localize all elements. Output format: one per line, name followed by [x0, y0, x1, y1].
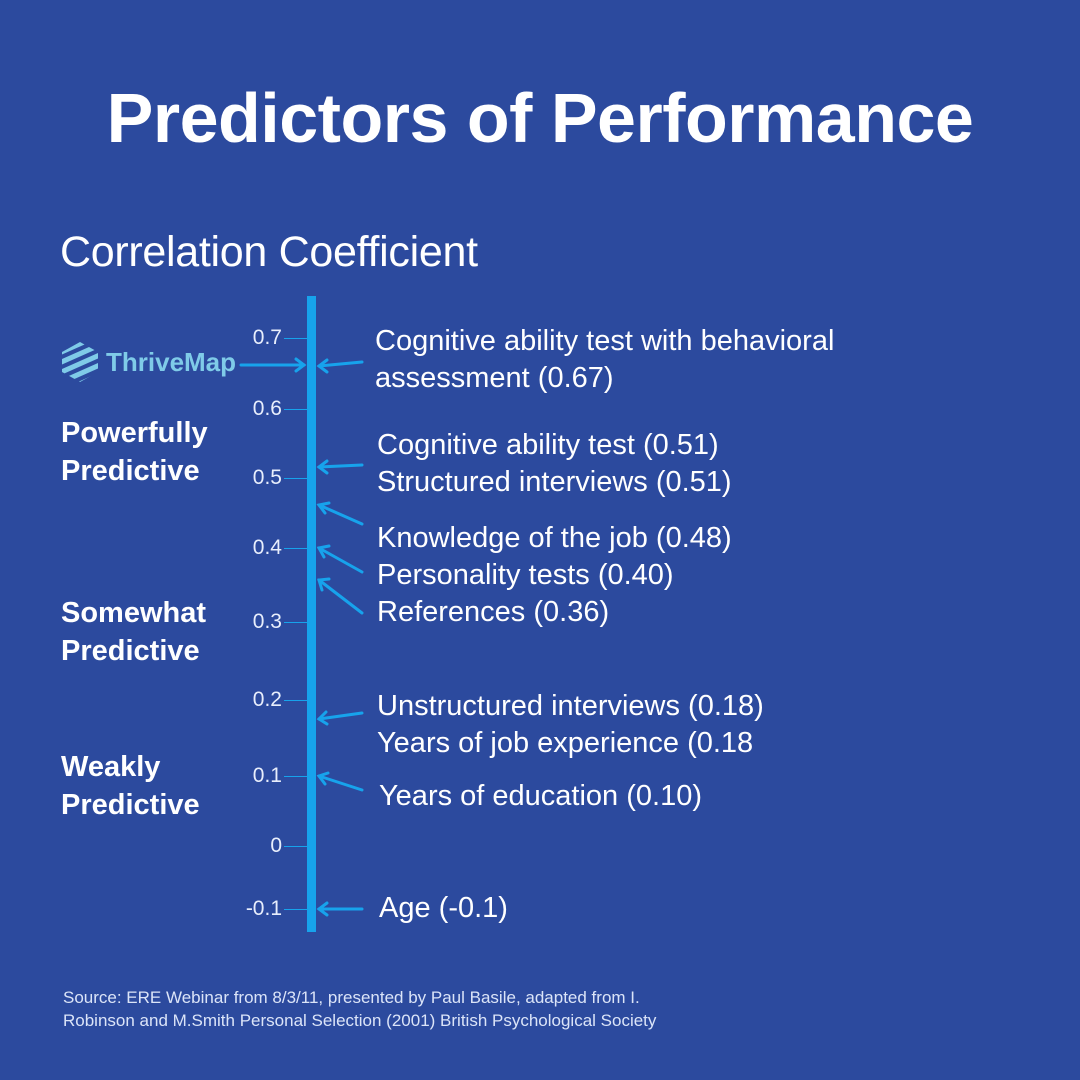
tick-0.2: 0.2 [252, 688, 282, 711]
category-line: Predictive [61, 635, 200, 667]
page-title: Predictors of Performance [106, 79, 974, 157]
tick-0.1: 0.1 [252, 764, 282, 787]
tick-0.6: 0.6 [252, 397, 282, 420]
arrow-0.10 [316, 771, 364, 792]
item-cognitive-behavioral-line2: assessment (0.67) [375, 362, 614, 394]
tick-0.5: 0.5 [252, 466, 282, 489]
category-line: Predictive [61, 789, 200, 821]
item-personality-tests: Personality tests (0.40) [377, 559, 674, 591]
arrow-0.67 [316, 358, 364, 374]
item-references: References (0.36) [377, 596, 610, 628]
item-age: Age (-0.1) [379, 892, 508, 924]
source-citation: Source: ERE Webinar from 8/3/11, present… [63, 986, 783, 1032]
hexagon-stripes-icon [62, 342, 98, 382]
tick-mark [284, 776, 308, 777]
tick-mark [284, 409, 308, 410]
tick-mark [284, 622, 308, 623]
logo-text: ThriveMap [106, 346, 237, 377]
category-line: Weakly [61, 751, 161, 783]
item-structured-interviews: Structured interviews (0.51) [377, 466, 732, 498]
category-weakly-predictive: Weakly Predictive [61, 748, 200, 824]
arrow-neg-0.1 [316, 901, 364, 917]
item-years-job-experience: Years of job experience (0.18 [377, 727, 754, 759]
tick-0.4: 0.4 [252, 536, 282, 559]
arrow-0.40 [316, 544, 364, 574]
category-somewhat-predictive: Somewhat Predictive [61, 594, 206, 670]
source-line: Robinson and M.Smith Personal Selection … [63, 1011, 657, 1030]
tick-0.3: 0.3 [252, 610, 282, 633]
category-line: Powerfully [61, 417, 208, 449]
arrow-0.51 [316, 459, 364, 475]
category-line: Predictive [61, 455, 200, 487]
arrow-0.36 [317, 577, 364, 615]
item-cognitive-ability-test: Cognitive ability test (0.51) [377, 429, 719, 461]
tick-mark [284, 909, 308, 910]
tick-0: 0 [270, 834, 282, 857]
tick-mark [284, 338, 308, 339]
item-years-education: Years of education (0.10) [379, 780, 702, 812]
tick-mark [284, 700, 308, 701]
axis-bar [307, 296, 316, 932]
arrow-0.48 [316, 501, 364, 526]
tick-mark [284, 478, 308, 479]
tick-mark [284, 846, 308, 847]
thrivemap-logo: ThriveMap [62, 342, 236, 382]
category-powerfully-predictive: Powerfully Predictive [61, 414, 208, 490]
tick-0.7: 0.7 [252, 326, 282, 349]
item-cognitive-behavioral-line1: Cognitive ability test with behavioral [375, 325, 835, 357]
arrow-0.18 [316, 710, 364, 726]
tick-neg-0.1: -0.1 [245, 897, 282, 920]
category-line: Somewhat [61, 597, 207, 629]
arrow-thrivemap [239, 357, 307, 373]
tick-mark [284, 548, 308, 549]
item-knowledge-of-job: Knowledge of the job (0.48) [377, 522, 732, 554]
source-line: Source: ERE Webinar from 8/3/11, present… [63, 988, 640, 1007]
item-unstructured-interviews: Unstructured interviews (0.18) [377, 690, 764, 722]
axis-title: Correlation Coefficient [60, 228, 478, 276]
